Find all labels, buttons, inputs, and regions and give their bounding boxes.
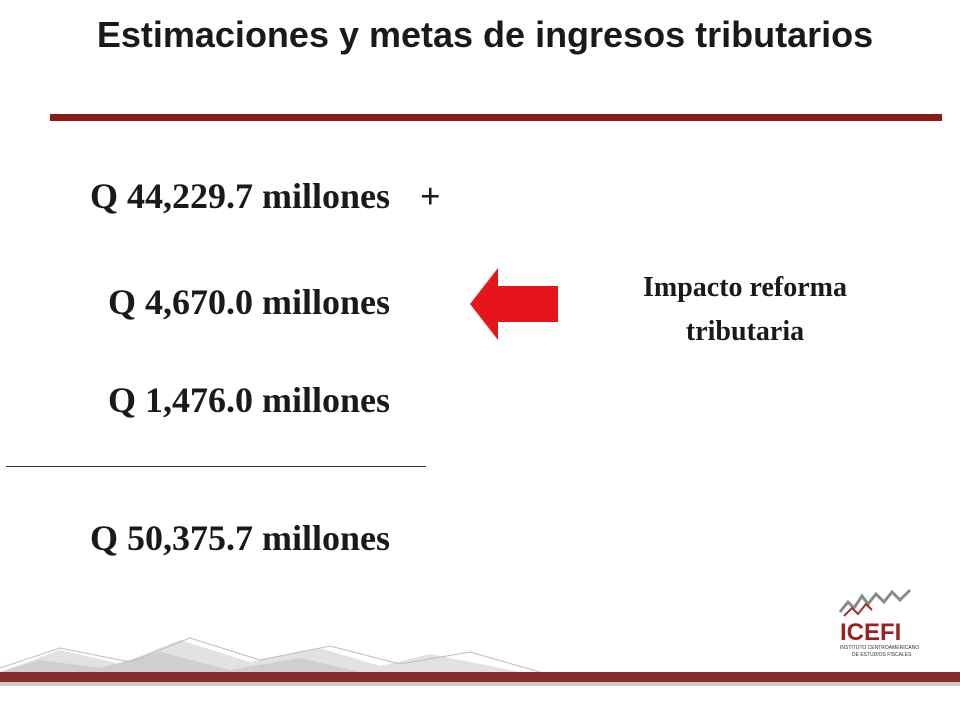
footer-band-secondary <box>0 682 960 686</box>
reform-impact-note: Impacto reforma tributaria <box>590 266 900 354</box>
sum-rule <box>6 466 426 467</box>
title-underline <box>50 114 942 121</box>
icefi-logo-subtitle-2: DE ESTUDIOS FISCALES <box>852 652 912 658</box>
amount-additional: Q 1,476.0 millones <box>107 380 390 420</box>
footer-band <box>0 672 960 682</box>
reform-impact-line1: Impacto reforma <box>643 272 847 303</box>
icefi-logo-wordmark: ICEFI <box>840 619 901 646</box>
slide-title: Estimaciones y metas de ingresos tributa… <box>96 14 874 55</box>
amount-reform: Q 4,670.0 millones <box>107 282 390 322</box>
amount-base: Q 44,229.7 millones <box>89 176 390 216</box>
plus-sign: + <box>420 176 441 216</box>
amount-total: Q 50,375.7 millones <box>89 518 390 558</box>
reform-impact-line2: tributaria <box>685 316 805 347</box>
mountain-decoration <box>0 637 541 673</box>
icefi-logo-subtitle-1: INSTITUTO CENTROAMERICANO <box>840 645 919 651</box>
icefi-logo: ICEFI INSTITUTO CENTROAMERICANO DE ESTUD… <box>838 588 919 658</box>
left-arrow-icon <box>470 268 558 340</box>
